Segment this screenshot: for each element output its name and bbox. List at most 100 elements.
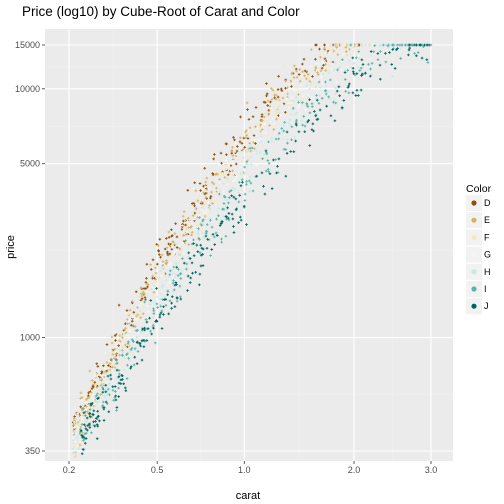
data-point — [249, 175, 252, 178]
legend-swatch — [471, 217, 477, 223]
data-point — [297, 101, 300, 104]
data-point — [301, 70, 304, 74]
data-point — [288, 118, 292, 122]
data-point — [355, 88, 359, 92]
data-point — [198, 216, 201, 219]
data-point — [94, 408, 97, 411]
data-point — [169, 261, 172, 264]
data-point — [145, 304, 149, 308]
data-point — [287, 94, 291, 97]
data-point — [360, 74, 363, 77]
data-point — [276, 165, 279, 168]
data-point — [115, 365, 118, 369]
data-point — [142, 338, 146, 342]
data-point — [231, 154, 235, 158]
data-point — [324, 63, 327, 66]
data-point — [265, 94, 268, 98]
data-point — [135, 335, 139, 339]
data-point — [141, 327, 144, 331]
data-point — [269, 100, 272, 104]
data-point — [190, 231, 194, 234]
data-point — [196, 203, 200, 206]
data-point — [256, 139, 260, 142]
data-point — [221, 220, 224, 223]
data-point — [104, 390, 108, 394]
data-point — [128, 328, 131, 331]
data-point — [181, 241, 184, 245]
data-point — [218, 163, 222, 166]
data-point — [128, 308, 132, 312]
data-point — [275, 117, 278, 121]
data-point — [245, 182, 248, 186]
data-point — [184, 226, 187, 230]
data-point — [134, 312, 138, 315]
data-point — [228, 190, 231, 194]
data-point — [328, 51, 331, 54]
data-point — [71, 441, 75, 445]
data-point — [174, 261, 178, 265]
data-point — [79, 429, 83, 433]
data-point — [226, 170, 230, 174]
legend-item-i: I — [466, 281, 487, 297]
data-point — [153, 276, 156, 280]
data-point — [173, 305, 177, 308]
data-point — [200, 200, 203, 204]
data-point — [186, 228, 190, 232]
data-point — [222, 192, 226, 195]
data-point — [114, 394, 117, 398]
data-point — [140, 297, 144, 301]
data-point — [122, 369, 126, 372]
data-point — [295, 88, 299, 92]
data-point — [170, 234, 174, 237]
data-point — [81, 448, 85, 451]
data-point — [175, 283, 178, 286]
legend-label: H — [484, 267, 491, 277]
data-point — [316, 71, 319, 74]
data-point — [145, 277, 148, 280]
data-point — [245, 180, 248, 183]
data-point — [186, 274, 190, 278]
data-point — [186, 234, 189, 237]
data-point — [165, 237, 168, 240]
data-point — [225, 153, 228, 156]
data-point — [164, 298, 168, 301]
data-point — [287, 106, 291, 109]
data-point — [210, 234, 214, 238]
data-point — [84, 414, 87, 417]
data-point — [225, 198, 228, 202]
data-point — [398, 46, 402, 50]
data-point — [220, 237, 223, 241]
data-point — [285, 97, 288, 100]
data-point — [162, 272, 166, 276]
data-point — [297, 130, 301, 134]
legend-label: D — [484, 198, 491, 208]
data-point — [188, 281, 192, 284]
data-point — [223, 203, 227, 206]
data-point — [159, 269, 162, 273]
data-point — [72, 417, 76, 420]
data-point — [232, 231, 236, 234]
data-point — [210, 225, 214, 229]
data-point — [369, 50, 373, 53]
data-point — [240, 178, 244, 181]
data-point — [109, 358, 113, 361]
data-point — [157, 244, 160, 248]
data-point — [175, 296, 179, 300]
data-point — [101, 367, 105, 371]
data-point — [175, 235, 179, 239]
data-point — [189, 238, 193, 242]
data-point — [188, 219, 192, 223]
data-point — [76, 413, 80, 417]
data-point — [201, 218, 205, 222]
data-point — [177, 260, 180, 264]
data-point — [110, 364, 113, 367]
data-point — [79, 428, 82, 431]
data-point — [134, 325, 137, 328]
data-point — [89, 402, 93, 406]
data-point — [311, 122, 315, 126]
data-point — [175, 266, 179, 269]
data-point — [408, 46, 411, 50]
data-point — [293, 64, 296, 68]
data-point — [333, 61, 337, 64]
data-point — [97, 396, 100, 400]
